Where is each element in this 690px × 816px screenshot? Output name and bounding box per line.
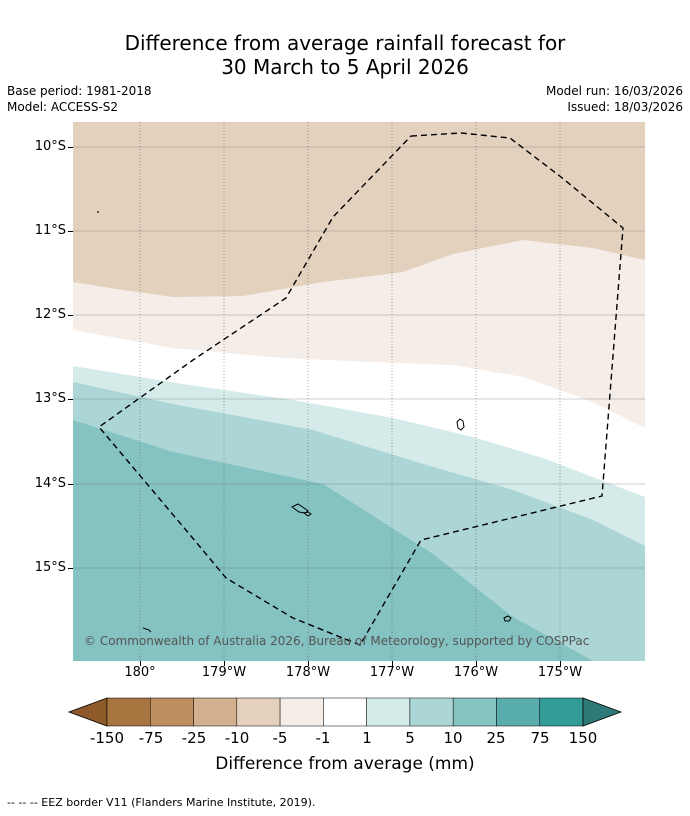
colorbar-extend-low [67, 697, 108, 727]
colorbar-label: -10 [224, 729, 250, 747]
colorbar-cell [409, 697, 454, 727]
colorbar-label: 10 [443, 729, 463, 747]
tick-10s [68, 147, 73, 148]
colorbar-label: -1 [315, 729, 331, 747]
lat-label: 12°S [34, 307, 66, 322]
tick-11s [68, 231, 73, 232]
lat-gridlines [73, 146, 645, 569]
colorbar-cell [452, 697, 497, 727]
colorbar-label: -5 [272, 729, 288, 747]
meta-left: Base period: 1981-2018 Model: ACCESS-S2 [7, 83, 152, 115]
tick-175w [560, 661, 561, 666]
colorbar-cell [106, 697, 151, 727]
lon-label: 176°W [453, 665, 499, 680]
lat-label: 15°S [34, 560, 66, 575]
map-title: Difference from average rainfall forecas… [0, 31, 690, 79]
colorbar-extend-high [582, 697, 623, 727]
meta-right: Model run: 16/03/2026 Issued: 18/03/2026 [546, 83, 683, 115]
colorbar-cell [323, 697, 367, 727]
lon-label: 175°W [537, 665, 583, 680]
lat-label: 13°S [34, 391, 66, 406]
title-line-1: Difference from average rainfall forecas… [124, 31, 566, 55]
issued-date: Issued: 18/03/2026 [567, 100, 683, 114]
colorbar-cells [106, 697, 584, 727]
island-pair-a [291, 503, 309, 514]
tick-178w [308, 661, 309, 666]
island-dot [97, 211, 99, 213]
colorbar-cell [539, 697, 584, 727]
tick-180 [140, 661, 141, 666]
colorbar-cell [496, 697, 540, 727]
colorbar-label: 150 [568, 729, 598, 747]
colorbar-cell [236, 697, 281, 727]
lon-label: 177°W [369, 665, 415, 680]
map-panel [73, 122, 645, 661]
tick-177w [392, 661, 393, 666]
copyright-notice: © Commonwealth of Australia 2026, Bureau… [84, 634, 590, 648]
tick-15s [68, 568, 73, 569]
colorbar-cell [193, 697, 238, 727]
colorbar-label: 1 [362, 729, 372, 747]
tick-13s [68, 399, 73, 400]
island-large [456, 418, 465, 431]
band-minus10-minus5 [73, 122, 645, 297]
colorbar-label: 5 [405, 729, 415, 747]
colorbar [67, 697, 623, 727]
lat-label: 14°S [34, 476, 66, 491]
colorbar-title: Difference from average (mm) [215, 754, 475, 774]
colorbar-label: 75 [530, 729, 550, 747]
eez-footnote: -- -- -- EEZ border V11 (Flanders Marine… [7, 796, 316, 809]
lon-label: 180° [124, 665, 156, 680]
tick-179w [224, 661, 225, 666]
lat-label: 11°S [34, 223, 66, 238]
eez-border [97, 132, 624, 646]
base-period: Base period: 1981-2018 [7, 84, 152, 98]
rainfall-map [73, 122, 645, 661]
colorbar-cell [366, 697, 411, 727]
colorbar-label: 25 [486, 729, 506, 747]
colorbar-label: -25 [181, 729, 207, 747]
title-line-2: 30 March to 5 April 2026 [221, 55, 469, 79]
tick-14s [68, 484, 73, 485]
model-name: Model: ACCESS-S2 [7, 100, 119, 114]
island-pair-b [302, 511, 312, 517]
tick-12s [68, 315, 73, 316]
colorbar-cell [150, 697, 194, 727]
colorbar-cell [279, 697, 324, 727]
lon-label: 179°W [201, 665, 247, 680]
tick-176w [476, 661, 477, 666]
lat-label: 10°S [34, 139, 66, 154]
island-small-east [503, 615, 512, 622]
colorbar-label: -150 [89, 729, 125, 747]
island-southwest [142, 627, 152, 633]
model-run: Model run: 16/03/2026 [545, 84, 683, 98]
lon-label: 178°W [285, 665, 331, 680]
colorbar-label: -75 [138, 729, 164, 747]
